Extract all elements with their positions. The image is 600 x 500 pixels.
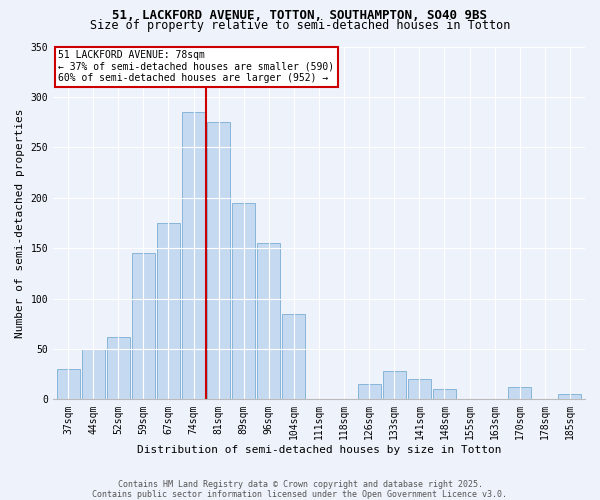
Bar xyxy=(408,379,431,400)
X-axis label: Distribution of semi-detached houses by size in Totton: Distribution of semi-detached houses by … xyxy=(137,445,501,455)
Bar xyxy=(132,253,155,400)
Bar xyxy=(107,337,130,400)
Bar xyxy=(207,122,230,400)
Bar xyxy=(232,203,255,400)
Bar xyxy=(157,223,180,400)
Text: Contains HM Land Registry data © Crown copyright and database right 2025.
Contai: Contains HM Land Registry data © Crown c… xyxy=(92,480,508,499)
Bar xyxy=(358,384,381,400)
Text: 51 LACKFORD AVENUE: 78sqm
← 37% of semi-detached houses are smaller (590)
60% of: 51 LACKFORD AVENUE: 78sqm ← 37% of semi-… xyxy=(58,50,334,83)
Bar xyxy=(559,394,581,400)
Bar xyxy=(56,369,80,400)
Text: Size of property relative to semi-detached houses in Totton: Size of property relative to semi-detach… xyxy=(90,19,510,32)
Bar xyxy=(383,371,406,400)
Bar xyxy=(433,390,456,400)
Text: 51, LACKFORD AVENUE, TOTTON, SOUTHAMPTON, SO40 9BS: 51, LACKFORD AVENUE, TOTTON, SOUTHAMPTON… xyxy=(113,9,487,22)
Bar xyxy=(283,314,305,400)
Y-axis label: Number of semi-detached properties: Number of semi-detached properties xyxy=(15,108,25,338)
Bar xyxy=(82,349,105,400)
Bar xyxy=(508,387,532,400)
Bar xyxy=(182,112,205,400)
Bar xyxy=(257,243,280,400)
